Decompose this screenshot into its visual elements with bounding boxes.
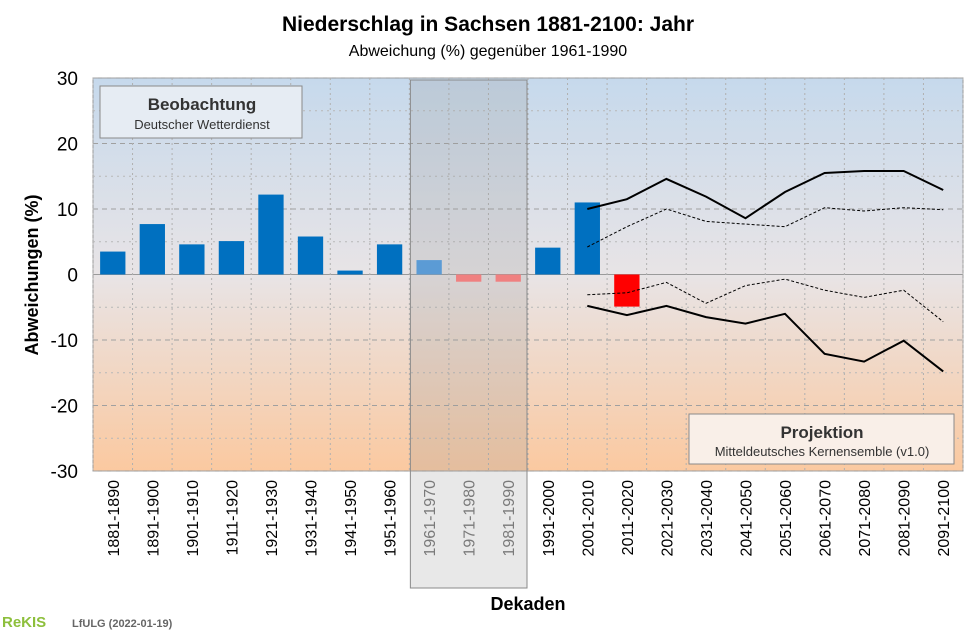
bar-2001-2010 <box>574 202 600 275</box>
observation-box-title: Beobachtung <box>148 95 257 114</box>
x-tick-label: 1991-2000 <box>541 480 558 557</box>
projection-lines <box>587 170 944 373</box>
bar-1931-1940 <box>297 236 324 275</box>
bar-1881-1890 <box>100 251 126 275</box>
bar-1951-1960 <box>376 244 403 275</box>
x-tick-label: 1971-1980 <box>462 480 479 557</box>
y-axis-label: Abweichungen (%) <box>22 194 42 355</box>
bar-1911-1920 <box>218 241 245 275</box>
y-axis-ticks: 30 20 10 0 -10 -20 -30 <box>51 69 78 483</box>
reference-period-band <box>409 79 528 589</box>
bar-1901-1910 <box>179 244 205 275</box>
bar-1921-1930 <box>258 194 284 275</box>
line-projektion-oberes-perzentil <box>587 207 944 248</box>
x-tick-label: 2011-2020 <box>620 480 637 555</box>
x-tick-label: 1921-1930 <box>264 480 281 557</box>
y-tick-label: -30 <box>51 462 78 483</box>
bar-1981-1990 <box>495 274 521 282</box>
x-tick-label: 2051-2060 <box>778 480 795 557</box>
x-tick-label: 1901-1910 <box>185 480 202 557</box>
x-axis-label: Dekaden <box>490 594 565 614</box>
x-tick-label: 2041-2050 <box>739 480 756 557</box>
line-projektion-unteres-perzentil <box>587 278 944 323</box>
observation-box: Beobachtung Deutscher Wetterdienst <box>99 85 303 139</box>
x-tick-label: 1931-1940 <box>304 480 321 557</box>
x-tick-label: 2091-2100 <box>936 480 953 557</box>
x-tick-label: 1881-1890 <box>106 480 123 557</box>
projection-box-title: Projektion <box>780 423 863 442</box>
projection-box: Projektion Mitteldeutsches Kernensemble … <box>688 413 955 465</box>
x-tick-label: 2081-2090 <box>897 480 914 557</box>
y-tick-label: 30 <box>57 69 78 90</box>
observation-box-subtitle: Deutscher Wetterdienst <box>134 117 270 132</box>
projection-box-subtitle: Mitteldeutsches Kernensemble (v1.0) <box>715 444 930 459</box>
x-tick-label: 2021-2030 <box>659 480 676 557</box>
rekis-logo: ReKIS <box>2 614 46 631</box>
chart-subtitle: Abweichung (%) gegenüber 1961-1990 <box>349 43 628 60</box>
bar-1941-1950 <box>337 270 363 275</box>
y-tick-label: 20 <box>57 135 78 156</box>
x-tick-label: 2061-2070 <box>818 480 835 557</box>
x-tick-label: 1951-1960 <box>383 480 400 557</box>
bar-1961-1970 <box>416 260 442 275</box>
x-tick-label: 1941-1950 <box>343 480 360 557</box>
bar-1891-1900 <box>139 224 165 275</box>
x-tick-label: 2071-2080 <box>857 480 874 557</box>
bar-series <box>100 194 640 307</box>
x-tick-label: 1961-1970 <box>422 480 439 557</box>
x-tick-label: 1911-1920 <box>224 480 241 555</box>
x-tick-label: 2031-2040 <box>699 480 716 557</box>
bar-1991-2000 <box>535 247 561 275</box>
x-tick-label: 1891-1900 <box>145 480 162 557</box>
line-projektion-maximum <box>587 170 944 220</box>
y-tick-label: -10 <box>51 331 78 352</box>
y-tick-label: 0 <box>67 266 78 287</box>
line-projektion-minimum <box>587 304 944 373</box>
x-axis-ticks: 1881-1890 1891-1900 1901-1910 1911-1920 1921… <box>106 480 953 557</box>
y-tick-label: 10 <box>57 200 78 221</box>
reference-band <box>409 79 528 589</box>
x-tick-label: 2001-2010 <box>580 480 597 557</box>
footer-source: LfULG (2022-01-19) <box>72 618 173 630</box>
x-tick-label: 1981-1990 <box>501 480 518 557</box>
bar-2011-2020 <box>614 274 640 307</box>
y-tick-label: -20 <box>51 397 78 418</box>
bar-1971-1980 <box>456 274 482 282</box>
chart-title: Niederschlag in Sachsen 1881-2100: Jahr <box>282 13 694 36</box>
